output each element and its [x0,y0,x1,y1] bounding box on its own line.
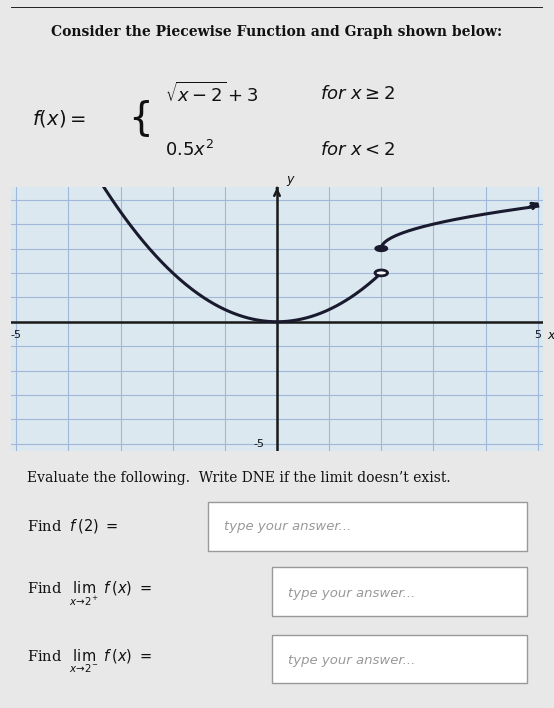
Text: $f(x) =$: $f(x) =$ [32,108,86,130]
FancyBboxPatch shape [208,503,527,551]
Circle shape [375,246,388,251]
Text: -5: -5 [11,331,22,341]
Text: -5: -5 [253,439,264,449]
Text: Find  $\lim_{x \to 2^-}\ f\,(x)\ =$: Find $\lim_{x \to 2^-}\ f\,(x)\ =$ [27,647,152,675]
Text: $\{$: $\{$ [128,98,150,139]
FancyBboxPatch shape [271,635,527,683]
Text: $for\ x < 2$: $for\ x < 2$ [320,141,394,159]
Text: type your answer...: type your answer... [288,654,415,668]
Text: Consider the Piecewise Function and Graph shown below:: Consider the Piecewise Function and Grap… [52,25,502,39]
Text: $for\ x \geq 2$: $for\ x \geq 2$ [320,85,394,103]
Text: x: x [547,329,554,342]
Text: $0.5x^2$: $0.5x^2$ [165,140,214,160]
Text: y: y [286,173,294,186]
Text: 5: 5 [534,331,541,341]
Text: Find  $f\,(2)\ =$: Find $f\,(2)\ =$ [27,517,119,535]
Text: Find  $\lim_{x \to 2^+}\ f\,(x)\ =$: Find $\lim_{x \to 2^+}\ f\,(x)\ =$ [27,579,152,607]
Text: type your answer...: type your answer... [288,587,415,600]
Text: type your answer...: type your answer... [224,520,351,532]
FancyBboxPatch shape [271,567,527,616]
Text: $\sqrt{x-2}+3$: $\sqrt{x-2}+3$ [165,81,259,106]
Circle shape [375,270,388,276]
Text: Evaluate the following.  Write DNE if the limit doesn’t exist.: Evaluate the following. Write DNE if the… [27,471,450,485]
